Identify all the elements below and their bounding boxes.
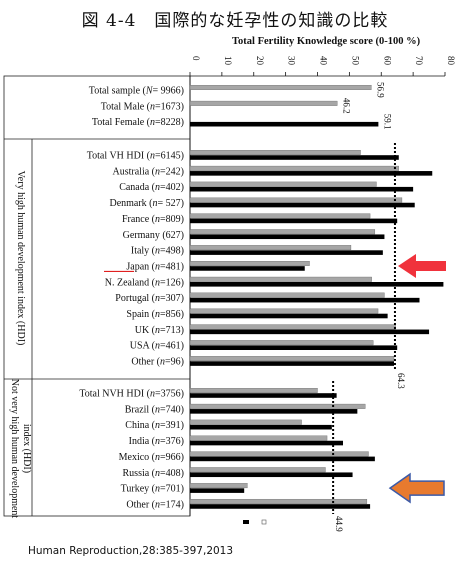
pointer-arrow: [398, 253, 446, 278]
bar-black: [190, 121, 379, 127]
category-label: N. Zealand (n=126): [105, 277, 184, 288]
reference-label: 44.9: [334, 516, 344, 532]
bar-gray: [189, 85, 372, 90]
category-label: Other (n=174): [126, 499, 184, 510]
bar-black: [190, 472, 353, 478]
legend-swatch-black: [243, 520, 249, 524]
data-label: 56.9: [375, 82, 385, 98]
tick-label: 30: [287, 56, 297, 66]
tick-label: 60: [382, 56, 392, 66]
bar-black: [190, 171, 433, 176]
bar-black: [190, 424, 332, 430]
bar-gray: [189, 467, 326, 473]
bar-black: [190, 250, 383, 255]
bar-black: [190, 409, 358, 414]
bar-gray: [189, 213, 371, 219]
tick-label: 80: [446, 56, 456, 66]
category-label: France (n=809): [122, 214, 184, 225]
reference-label: 64.3: [396, 373, 406, 389]
bar-black: [190, 218, 398, 224]
category-label: Total Female (n=8228): [92, 117, 184, 128]
bar-gray: [189, 388, 318, 393]
bar-black: [190, 282, 444, 287]
bar-gray: [189, 403, 366, 409]
bar-gray: [189, 181, 377, 187]
bar-gray: [189, 324, 396, 330]
tick-label: 50: [350, 56, 360, 66]
axis-title: Total Fertility Knowledge score (0-100 %…: [232, 36, 421, 47]
group-label: index (HDI): [21, 424, 32, 473]
category-label: Other (n=96): [131, 357, 184, 368]
bar-gray: [189, 197, 403, 203]
category-label: Australia (n=242): [113, 166, 184, 177]
bar-black: [190, 186, 414, 192]
bar-gray: [189, 229, 376, 235]
bar-black: [190, 456, 375, 462]
bar-black: [190, 313, 388, 319]
category-label: Denmark (n= 527): [109, 198, 184, 209]
bar-black: [190, 329, 430, 335]
category-label: Total VH HDI (n=6145): [87, 151, 184, 162]
bar-black: [190, 202, 415, 208]
tick-label: 10: [223, 56, 233, 66]
bar-black: [190, 155, 399, 160]
bar-black: [190, 345, 398, 350]
category-label: China (n=391): [125, 420, 184, 431]
figure-title: 図 4-4 国際的な妊孕性の知識の比較: [81, 11, 389, 31]
bar-black: [190, 297, 420, 303]
tick-label: 0: [191, 56, 201, 61]
bar-gray: [189, 435, 328, 441]
legend-swatch-gray: [261, 519, 267, 525]
category-label: Spain (n=856): [126, 309, 184, 320]
tick-label: 40: [319, 56, 329, 66]
bar-black: [190, 488, 245, 493]
bar-black: [190, 393, 337, 398]
category-label: USA (n=461): [130, 341, 184, 352]
data-label: 46.2: [341, 98, 351, 114]
bar-gray: [189, 483, 248, 489]
category-label: Canada (n=402): [119, 182, 184, 193]
bar-gray: [189, 260, 310, 266]
tick-label: 20: [255, 56, 265, 66]
bar-gray: [189, 308, 379, 314]
category-label: Total NVH HDI (n=3756): [79, 389, 184, 400]
tick-label: 70: [414, 56, 424, 66]
category-label: Russia (n=408): [123, 468, 184, 479]
bar-black: [190, 504, 371, 509]
bar-black: [190, 440, 343, 446]
bar-gray: [189, 245, 352, 251]
category-label: UK (n=713): [135, 325, 184, 336]
category-label: Portugal (n=307): [115, 293, 184, 304]
bar-gray: [189, 340, 374, 346]
bar-gray: [189, 451, 369, 457]
source-note: Human Reproduction,28:385-397,2013: [28, 545, 234, 557]
bar-black: [190, 361, 394, 366]
bar-gray: [189, 419, 302, 425]
bar-gray: [189, 165, 399, 171]
bar-gray: [189, 150, 361, 155]
category-label: Total Male (n=1673): [101, 101, 184, 112]
group-label: Very high human development index (HDI): [15, 171, 26, 346]
category-label: Germany (627): [123, 230, 184, 241]
category-label: Italy (n=498): [131, 246, 184, 257]
category-label: Total sample (N= 9966): [89, 86, 184, 97]
pointer-arrow: [388, 472, 445, 504]
group-label: Not very high human development: [9, 379, 20, 519]
category-label: Japan (n=481): [126, 261, 184, 272]
bar-black: [190, 234, 385, 240]
bar-gray: [189, 498, 368, 504]
category-label: India (n=376): [129, 436, 184, 447]
bar-black: [190, 266, 305, 271]
bar-gray: [189, 100, 338, 106]
category-label: Turkey (n=701): [121, 484, 184, 495]
bar-gray: [189, 292, 385, 298]
data-label: 59.1: [382, 114, 392, 130]
category-label: Brazil (n=740): [125, 404, 184, 415]
bar-gray: [189, 356, 395, 361]
bar-gray: [189, 276, 372, 282]
category-label: Mexico (n=966): [119, 452, 184, 463]
